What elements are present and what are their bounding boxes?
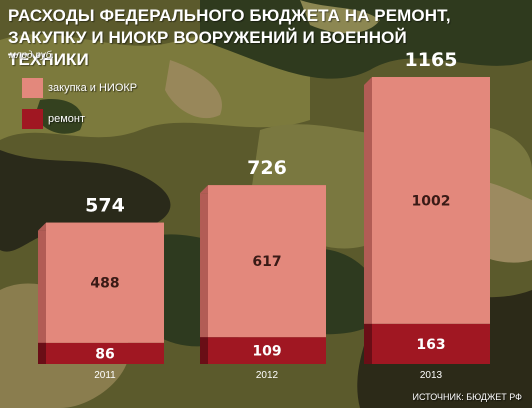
legend-item-repair: ремонт — [22, 109, 85, 129]
chart-title: РАСХОДЫ ФЕДЕРАЛЬНОГО БЮДЖЕТА НА РЕМОНТ, … — [8, 6, 451, 69]
bar-side-2012 — [200, 193, 208, 364]
repair-segment-2012 — [208, 337, 326, 364]
repair-value-2012: 109 — [252, 344, 281, 360]
bar-side-2013 — [364, 85, 372, 364]
legend-swatch-procurement — [22, 78, 43, 98]
legend-swatch-repair — [22, 109, 43, 129]
category-label-2013: 2013 — [420, 370, 443, 381]
category-label-2011: 2011 — [94, 370, 116, 381]
repair-segment-2011 — [46, 342, 164, 364]
procurement-value-2013: 1002 — [412, 193, 451, 209]
total-value-2013: 1165 — [405, 49, 458, 71]
repair-value-2013: 163 — [416, 337, 445, 353]
legend-label-procurement: закупка и НИОКР — [48, 82, 138, 94]
repair-segment-2013 — [372, 323, 490, 364]
procurement-segment-2013 — [372, 77, 490, 324]
procurement-segment-2012 — [208, 185, 326, 338]
total-value-2011: 574 — [85, 195, 125, 217]
category-label-2012: 2012 — [256, 370, 279, 381]
repair-side-2011 — [38, 342, 46, 364]
repair-value-2011: 86 — [95, 346, 114, 362]
procurement-segment-2011 — [46, 222, 164, 343]
legend-item-procurement: закупка и НИОКР — [22, 78, 137, 98]
bar-side-2011 — [38, 230, 46, 364]
total-value-2012: 726 — [247, 157, 287, 179]
source-note: ИСТОЧНИК: БЮДЖЕТ РФ — [412, 392, 522, 402]
unit-label: млрд руб. — [9, 50, 55, 61]
repair-side-2012 — [200, 337, 208, 364]
repair-side-2013 — [364, 323, 372, 364]
procurement-value-2012: 617 — [252, 254, 281, 270]
procurement-value-2011: 488 — [90, 276, 119, 292]
legend-label-repair: ремонт — [48, 113, 86, 125]
